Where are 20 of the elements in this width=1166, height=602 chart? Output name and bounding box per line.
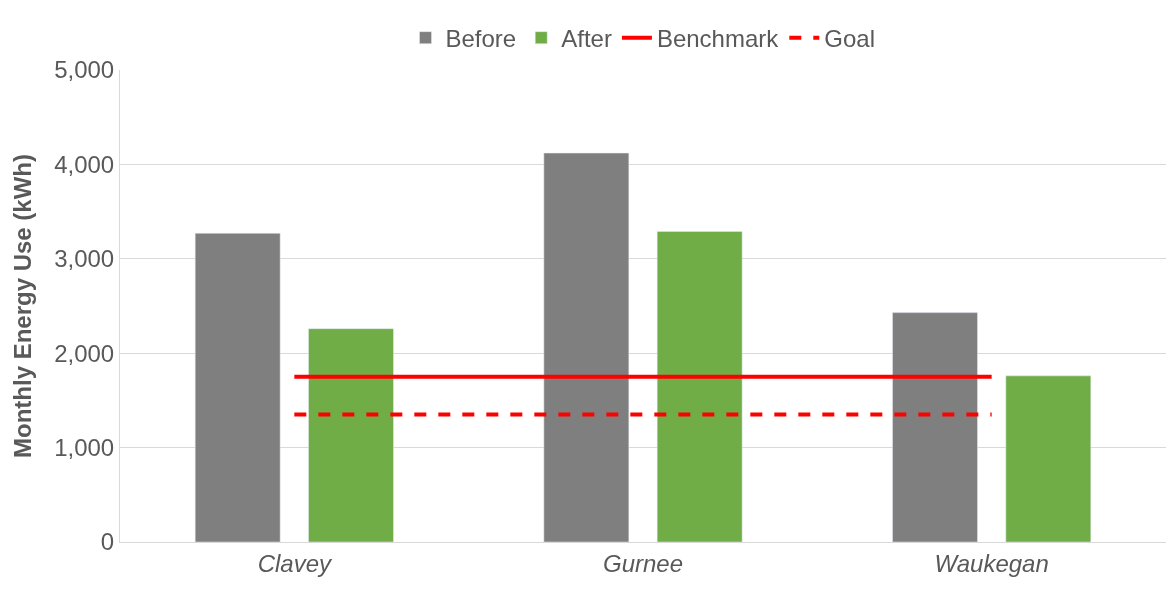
y-tick-label: 0 — [100, 528, 115, 556]
y-tick-label: 4,000 — [54, 150, 115, 178]
y-tick-label: 3,000 — [54, 245, 115, 273]
y-axis-title: Monthly Energy Use (kWh) — [9, 153, 37, 459]
y-tick-label: 5,000 — [54, 56, 115, 84]
y-tick-label: 1,000 — [54, 434, 115, 461]
bar — [543, 152, 630, 542]
y-tick-label: 2,000 — [54, 339, 115, 367]
legend-label: Before — [445, 25, 517, 53]
x-tick-label: Waukegan — [934, 549, 1049, 577]
x-tick-label: Gurnee — [602, 549, 684, 577]
x-tick-label: Clavey — [257, 549, 334, 577]
legend-label: Goal — [824, 25, 875, 53]
bar — [308, 328, 394, 542]
bar — [1005, 375, 1092, 542]
legend-label: Benchmark — [656, 25, 780, 53]
bar — [656, 231, 743, 542]
bar — [194, 233, 281, 542]
bar — [892, 312, 978, 542]
legend-label: After — [561, 25, 612, 53]
